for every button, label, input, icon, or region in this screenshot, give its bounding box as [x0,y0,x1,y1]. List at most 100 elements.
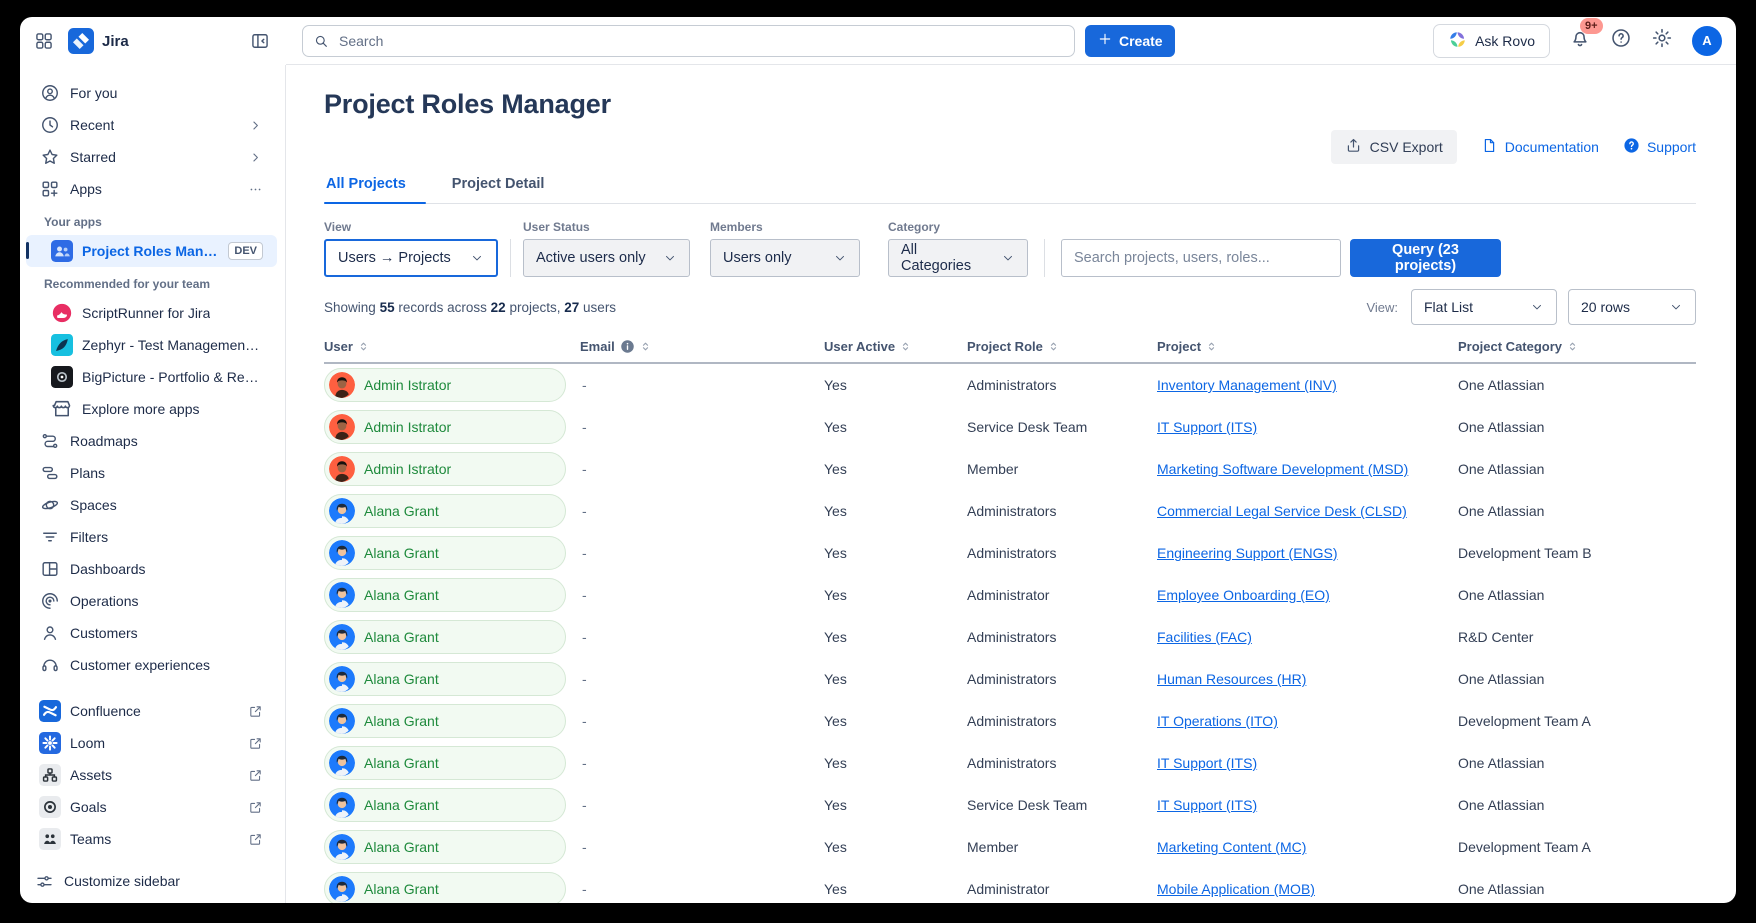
project-link[interactable]: Mobile Application (MOB) [1157,881,1315,897]
column-header-project-role[interactable]: Project Role [967,339,1157,354]
summary-text: Showing 55 records across 22 projects, 2… [324,300,616,315]
project-link[interactable]: Marketing Software Development (MSD) [1157,461,1408,477]
collapse-sidebar-icon[interactable] [250,31,270,51]
help-button[interactable] [1610,27,1632,54]
external-link-icon [248,736,263,751]
user-chip[interactable]: Alana Grant [324,788,566,822]
sidebar-item-project-roles-manager[interactable]: Project Roles ManagerDEV [26,235,277,267]
sidebar-item-customer-experiences[interactable]: Customer experiences [26,649,277,681]
user-chip[interactable]: Admin Istrator [324,410,566,444]
sidebar-item-teams[interactable]: Teams [26,823,277,855]
project-link[interactable]: Marketing Content (MC) [1157,839,1306,855]
filter-search-input[interactable] [1061,239,1341,277]
settings-button[interactable] [1651,27,1673,54]
csv-export-button[interactable]: CSV Export [1331,130,1457,164]
project-link[interactable]: Inventory Management (INV) [1157,377,1337,393]
search-input[interactable] [337,32,1064,50]
sidebar-item-dashboards[interactable]: Dashboards [26,553,277,585]
view-select[interactable]: Users → Projects [324,239,498,277]
sidebar-item-apps[interactable]: Apps [26,173,277,205]
project-link[interactable]: IT Support (ITS) [1157,419,1257,435]
sidebar-item-operations[interactable]: Operations [26,585,277,617]
sort-icon[interactable] [1206,341,1217,352]
app-switcher-icon[interactable] [34,31,54,51]
support-link[interactable]: Support [1623,137,1696,157]
view-mode-select[interactable]: Flat List [1411,289,1557,325]
sidebar-item-bigpicture-portfolio-res[interactable]: BigPicture - Portfolio & Res... [26,361,277,393]
documentation-link[interactable]: Documentation [1481,137,1599,157]
table-row: Alana Grant - Yes Administrators IT Oper… [324,700,1696,742]
user-chip[interactable]: Alana Grant [324,830,566,864]
sort-icon[interactable] [1567,341,1578,352]
sidebar-item-plans[interactable]: Plans [26,457,277,489]
info-icon[interactable] [620,339,635,354]
sidebar-item-recent[interactable]: Recent [26,109,277,141]
project-link[interactable]: Commercial Legal Service Desk (CLSD) [1157,503,1407,519]
user-active-cell: Yes [824,755,967,771]
column-header-project[interactable]: Project [1157,339,1458,354]
sidebar-item-explore-more-apps[interactable]: Explore more apps [26,393,277,425]
sidebar-item-goals[interactable]: Goals [26,791,277,823]
sidebar-item-roadmaps[interactable]: Roadmaps [26,425,277,457]
user-chip[interactable]: Alana Grant [324,746,566,780]
user-chip[interactable]: Alana Grant [324,662,566,696]
user-chip[interactable]: Admin Istrator [324,368,566,402]
ask-rovo-button[interactable]: Ask Rovo [1433,24,1550,58]
chevron-right-icon[interactable] [248,150,263,165]
chevron-down-icon [470,251,484,265]
tab-all-projects[interactable]: All Projects [324,170,426,203]
tab-project-detail[interactable]: Project Detail [450,170,565,203]
project-link[interactable]: Employee Onboarding (EO) [1157,587,1330,603]
user-chip[interactable]: Alana Grant [324,620,566,654]
project-link[interactable]: IT Support (ITS) [1157,755,1257,771]
sidebar-item-for-you[interactable]: For you [26,77,277,109]
sidebar-item-zephyr-test-management[interactable]: Zephyr - Test Management ... [26,329,277,361]
user-chip[interactable]: Alana Grant [324,494,566,528]
sort-icon[interactable] [358,341,369,352]
project-role-cell: Service Desk Team [967,797,1157,813]
sidebar-item-customers[interactable]: Customers [26,617,277,649]
customize-sidebar-button[interactable]: Customize sidebar [20,859,285,903]
rows-per-page-select[interactable]: 20 rows [1568,289,1696,325]
chevron-right-icon[interactable] [248,118,263,133]
user-chip[interactable]: Alana Grant [324,536,566,570]
explore-icon [50,397,74,421]
sidebar-item-starred[interactable]: Starred [26,141,277,173]
project-link[interactable]: Engineering Support (ENGS) [1157,545,1338,561]
chevron-down-icon [1669,300,1683,314]
project-link[interactable]: Human Resources (HR) [1157,671,1306,687]
project-category-cell: R&D Center [1458,629,1696,645]
project-link[interactable]: Facilities (FAC) [1157,629,1252,645]
notifications-button[interactable]: 9+ [1569,27,1591,54]
project-link[interactable]: IT Support (ITS) [1157,797,1257,813]
sidebar-item-loom[interactable]: Loom [26,727,277,759]
user-chip[interactable]: Alana Grant [324,578,566,612]
members-select[interactable]: Users only [710,239,860,277]
sort-icon[interactable] [1048,341,1059,352]
user-name: Alana Grant [364,713,439,729]
column-header-email[interactable]: Email [580,339,824,354]
column-header-user[interactable]: User [324,339,580,354]
sidebar-item-assets[interactable]: Assets [26,759,277,791]
project-link[interactable]: IT Operations (ITO) [1157,713,1278,729]
query-button[interactable]: Query (23 projects) [1350,239,1501,277]
jira-logo[interactable]: Jira [68,28,129,54]
more-options-icon[interactable] [248,182,263,197]
notification-badge: 9+ [1580,18,1603,34]
user-avatar-button[interactable]: A [1692,26,1722,56]
column-header-project-category[interactable]: Project Category [1458,339,1696,354]
sort-icon[interactable] [640,341,651,352]
user-chip[interactable]: Alana Grant [324,872,566,903]
sidebar-item-filters[interactable]: Filters [26,521,277,553]
sort-icon[interactable] [900,341,911,352]
column-header-user-active[interactable]: User Active [824,339,967,354]
user-chip[interactable]: Admin Istrator [324,452,566,486]
sidebar-item-spaces[interactable]: Spaces [26,489,277,521]
category-select[interactable]: All Categories [888,239,1028,277]
create-button[interactable]: Create [1085,25,1175,57]
user-chip[interactable]: Alana Grant [324,704,566,738]
global-search[interactable] [302,25,1075,57]
sidebar-item-scriptrunner-for-jira[interactable]: ScriptRunner for Jira [26,297,277,329]
user-status-select[interactable]: Active users only [523,239,690,277]
sidebar-item-confluence[interactable]: Confluence [26,695,277,727]
